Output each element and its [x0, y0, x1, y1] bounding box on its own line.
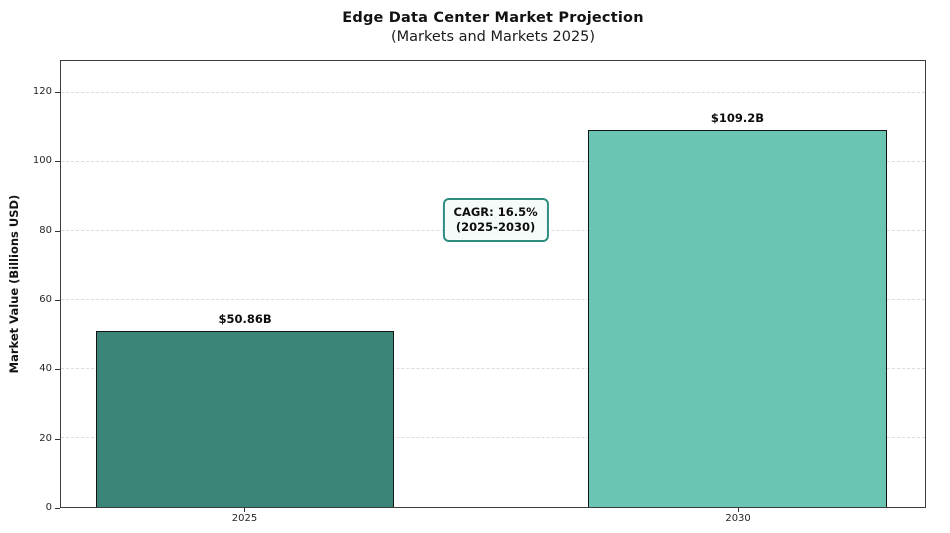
bar-2025 [95, 331, 395, 507]
gridline [61, 367, 925, 369]
x-tick-label: 2025 [231, 513, 258, 524]
y-tick-label: 80 [39, 224, 52, 236]
bar-value-label: $50.86B [218, 312, 272, 327]
bar-value-label: $109.2B [710, 111, 765, 126]
y-tick-mark [55, 508, 60, 509]
y-tick-mark [55, 438, 60, 440]
y-tick-label: 0 [45, 502, 52, 513]
y-tick-mark [55, 369, 60, 371]
gridline [61, 298, 925, 300]
chart-title: Edge Data Center Market Projection [342, 10, 644, 26]
bar-2030 [588, 130, 887, 507]
plot-area: $50.86B $109.2B CAGR: 16.5% (2025-2030) [60, 60, 926, 508]
y-tick-label: 120 [32, 85, 52, 97]
cagr-annotation: CAGR: 16.5% (2025-2030) [442, 198, 549, 243]
gridline [61, 160, 925, 162]
gridline [61, 91, 925, 93]
y-tick-mark [55, 161, 60, 163]
x-tick-mark [244, 508, 246, 512]
y-tick-label: 40 [39, 363, 52, 375]
y-tick-label: 60 [39, 293, 52, 305]
y-tick-mark [55, 299, 60, 301]
y-tick-label: 20 [39, 432, 52, 444]
y-tick-mark [55, 91, 60, 93]
x-tick-mark [738, 508, 740, 512]
y-tick-mark [55, 230, 60, 232]
gridline [61, 436, 925, 438]
cagr-annotation-line2: (2025-2030) [455, 220, 536, 235]
x-tick-label: 2030 [725, 513, 751, 524]
chart-subtitle: (Markets and Markets 2025) [390, 29, 596, 45]
y-tick-label: 100 [32, 155, 52, 167]
cagr-annotation-line1: CAGR: 16.5% [453, 205, 538, 220]
